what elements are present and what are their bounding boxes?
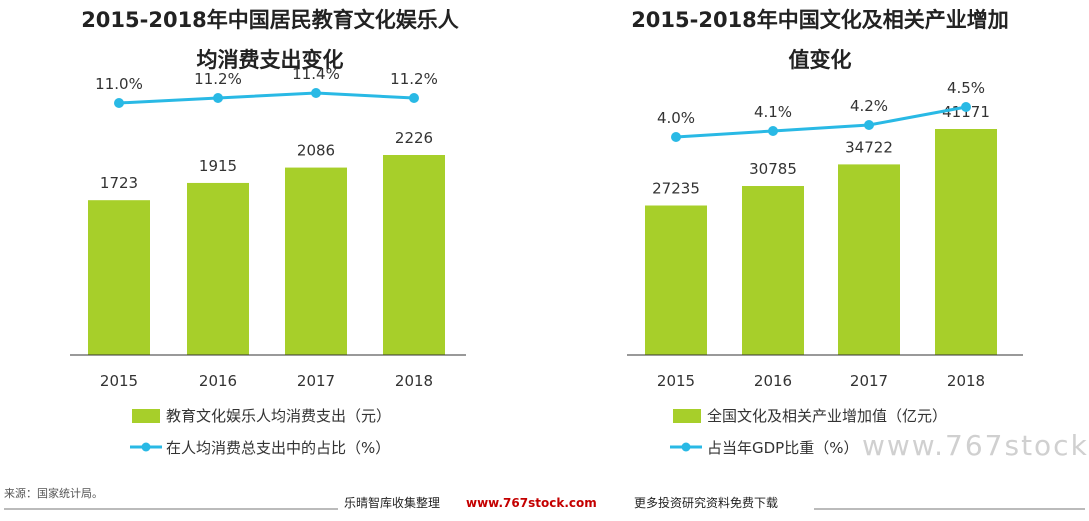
bar-value-label: 1723 <box>100 174 138 192</box>
bar-value-label: 34722 <box>845 138 893 156</box>
chart-right: 2015-2018年中国文化及相关产业增加 值变化 27235 30785 3472… <box>627 8 1023 457</box>
bar <box>645 205 707 355</box>
legend-bar-label: 全国文化及相关产业增加值（亿元） <box>707 407 947 425</box>
x-tick-label: 2018 <box>947 372 985 390</box>
source-note: 来源：国家统计局。 <box>4 486 103 500</box>
footer-url[interactable]: www.767stock.com <box>466 496 597 510</box>
line-point <box>409 93 419 103</box>
chart-left: 2015-2018年中国居民教育文化娱乐人 均消费支出变化 1723 1915 20… <box>70 8 466 457</box>
footer-suffix: 更多投资研究资料免费下载 <box>634 495 778 510</box>
line-value-label: 4.1% <box>754 103 792 121</box>
x-tick-label: 2017 <box>850 372 888 390</box>
line-series <box>675 105 967 139</box>
x-tick-label: 2016 <box>199 372 237 390</box>
bar-value-label: 27235 <box>652 179 700 197</box>
line-value-label: 11.0% <box>95 75 143 93</box>
bar <box>838 164 900 355</box>
line-point <box>768 126 778 136</box>
line-value-label: 11.4% <box>292 65 340 83</box>
legend-bar-label: 教育文化娱乐人均消费支出（元） <box>166 407 391 425</box>
chart-right-title-line2: 值变化 <box>789 48 852 72</box>
line-point <box>864 120 874 130</box>
bar-value-label: 1915 <box>199 157 237 175</box>
line-value-label: 11.2% <box>390 70 438 88</box>
bar <box>935 129 997 355</box>
legend-line-marker <box>681 442 691 452</box>
watermark: www.767stock.c <box>862 429 1089 462</box>
legend-bar-swatch <box>132 409 160 423</box>
bar-value-label: 30785 <box>749 160 797 178</box>
bar <box>285 167 347 355</box>
chart-left-title-line2: 均消费支出变化 <box>197 48 344 72</box>
bar <box>742 186 804 355</box>
x-tick-label: 2015 <box>100 372 138 390</box>
x-tick-label: 2016 <box>754 372 792 390</box>
line-series <box>118 91 415 105</box>
legend-line-label: 占当年GDP比重（%） <box>707 439 858 457</box>
bar <box>88 200 150 355</box>
bar <box>187 182 249 355</box>
chart-right-title-line1: 2015-2018年中国文化及相关产业增加 <box>631 8 1009 32</box>
x-tick-label: 2015 <box>657 372 695 390</box>
line-point <box>213 93 223 103</box>
bar-value-label: 2086 <box>297 142 335 160</box>
bar-value-label: 2226 <box>395 129 433 147</box>
x-tick-label: 2017 <box>297 372 335 390</box>
legend-bar-swatch <box>673 409 701 423</box>
legend-line-label: 在人均消费总支出中的占比（%） <box>166 439 390 457</box>
line-value-label: 4.0% <box>657 109 695 127</box>
chart-left-title-line1: 2015-2018年中国居民教育文化娱乐人 <box>81 8 459 32</box>
line-value-label: 4.2% <box>850 97 888 115</box>
footer-prefix: 乐晴智库收集整理 <box>344 495 440 510</box>
line-point <box>311 88 321 98</box>
line-point <box>961 102 971 112</box>
line-point <box>671 132 681 142</box>
x-tick-label: 2018 <box>395 372 433 390</box>
line-point <box>114 98 124 108</box>
chart-right-legend: 全国文化及相关产业增加值（亿元） 占当年GDP比重（%） <box>670 407 947 457</box>
line-value-label: 4.5% <box>947 79 985 97</box>
line-value-label: 11.2% <box>194 70 242 88</box>
legend-line-marker <box>141 442 151 452</box>
chart-left-legend: 教育文化娱乐人均消费支出（元） 在人均消费总支出中的占比（%） <box>130 407 391 457</box>
bar <box>383 155 445 355</box>
